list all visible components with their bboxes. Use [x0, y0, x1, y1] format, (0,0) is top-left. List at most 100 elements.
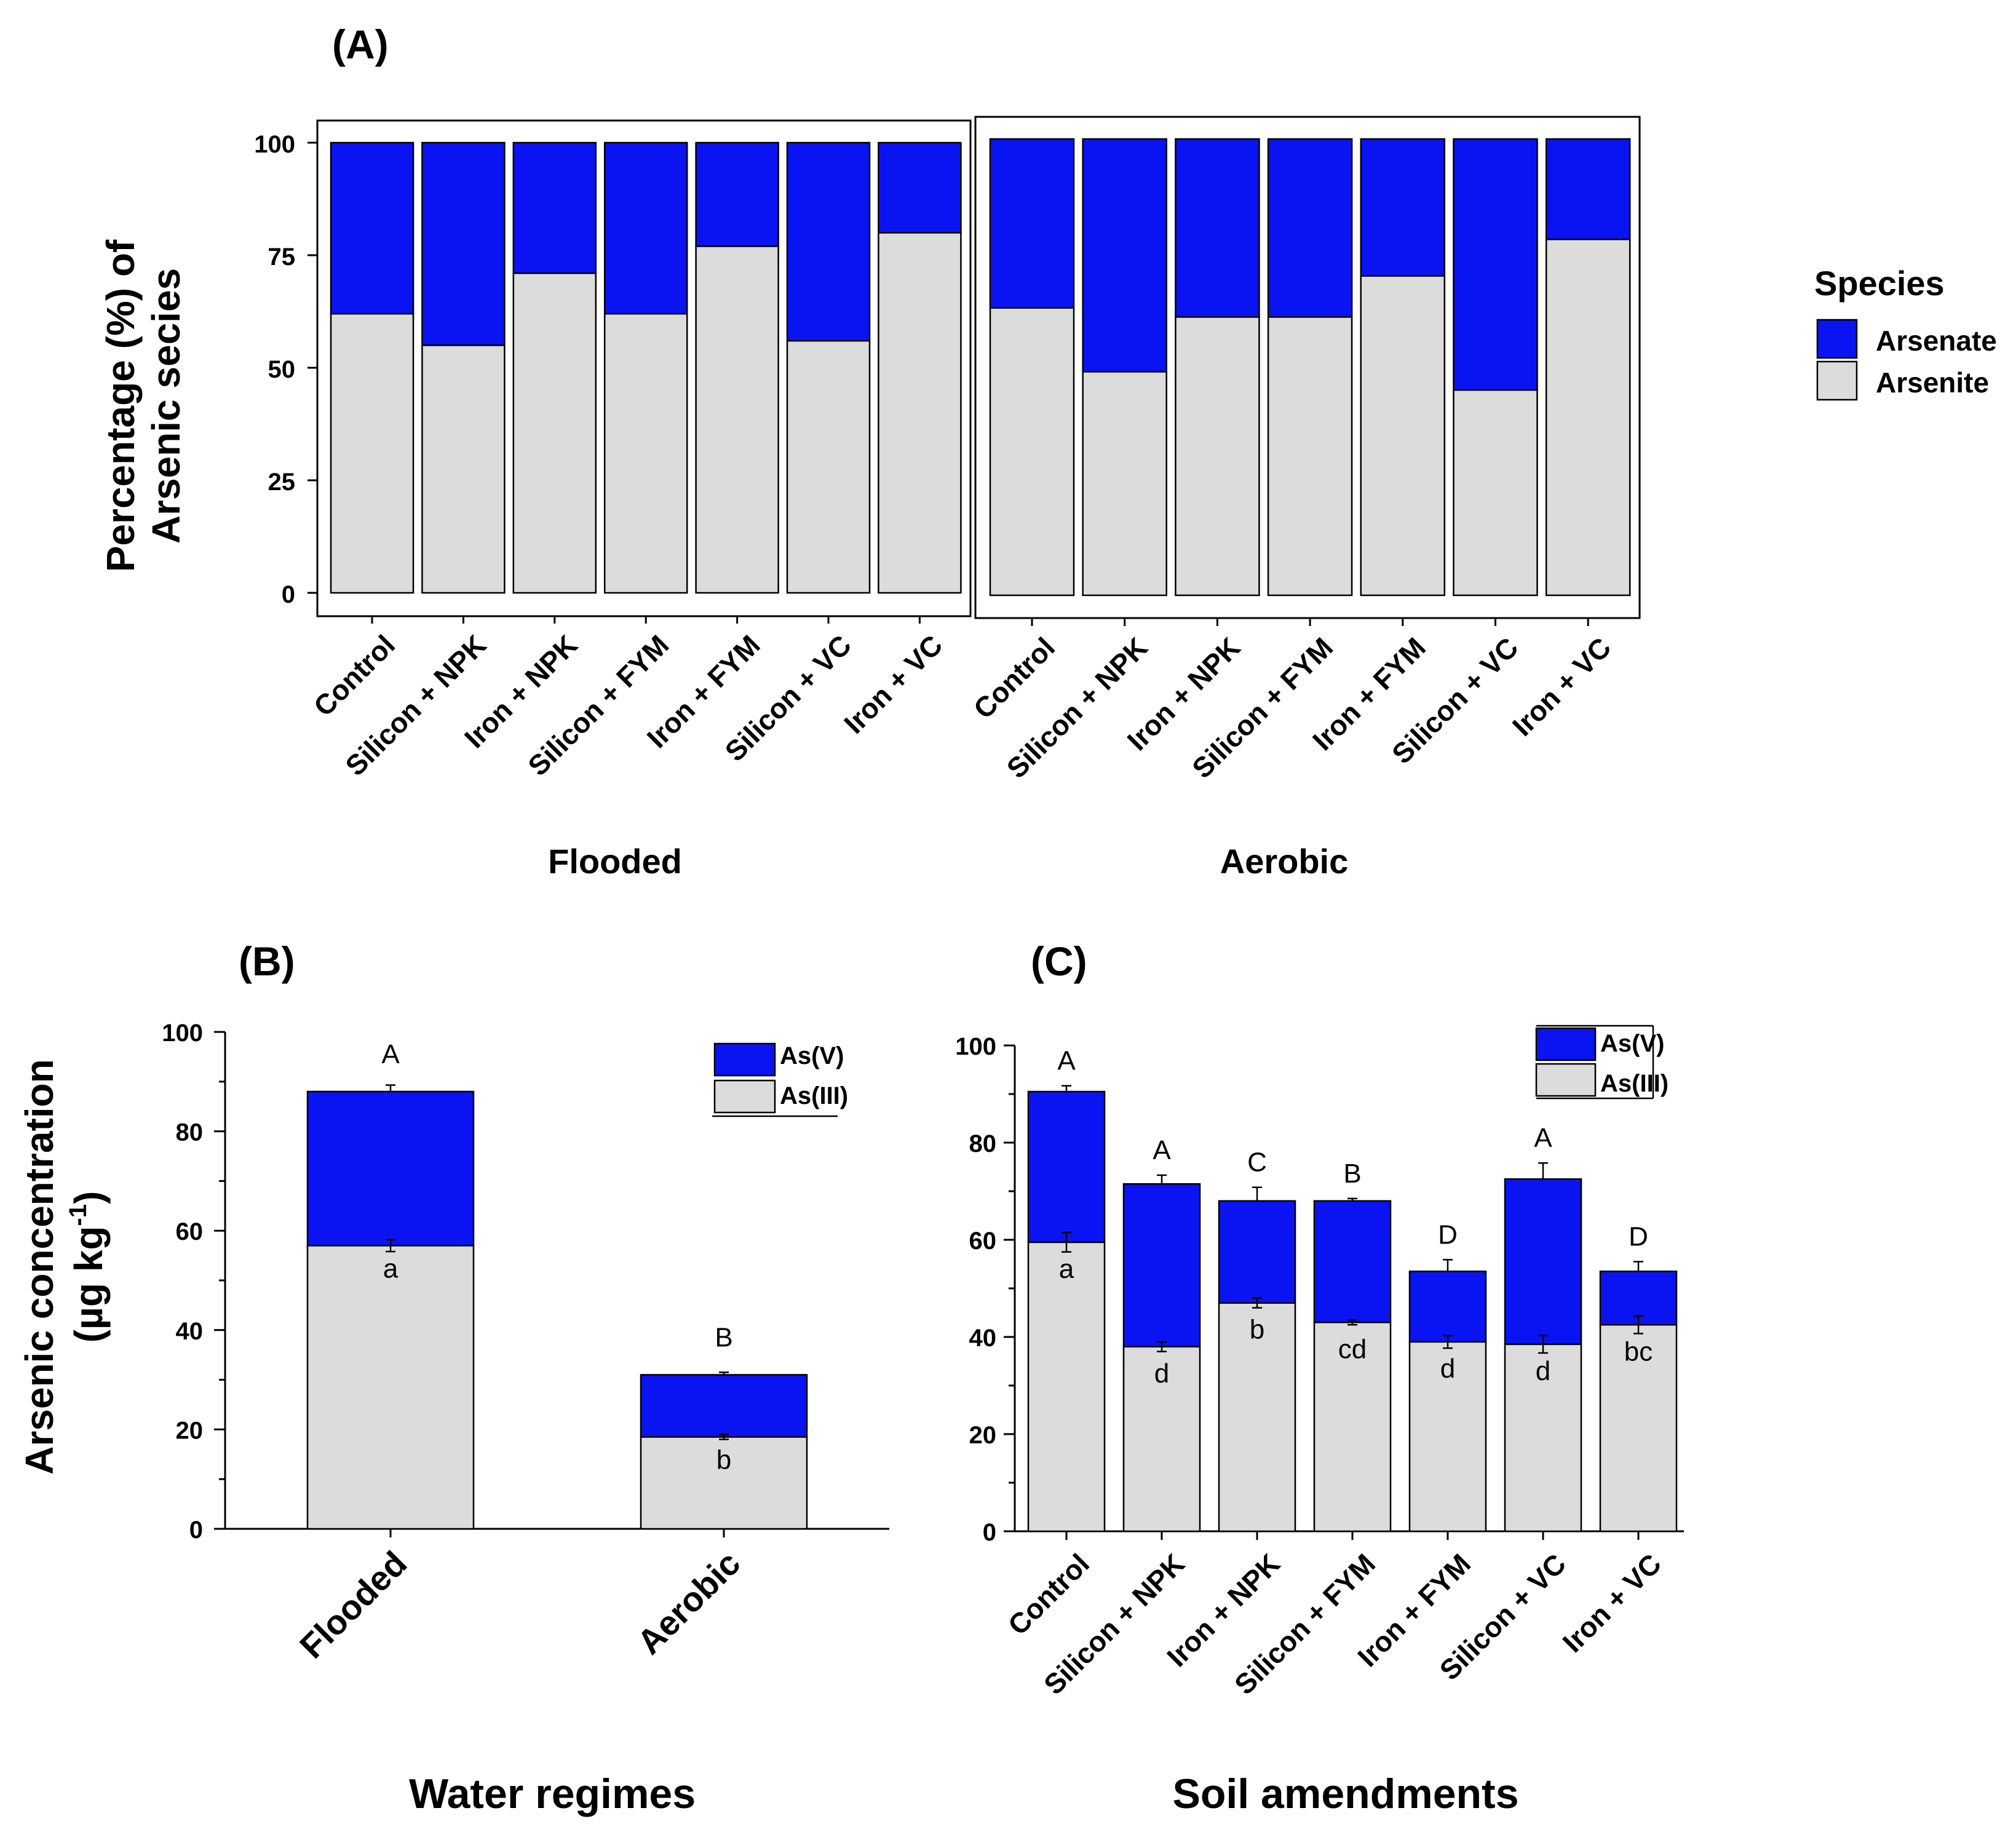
- panel-c-letter-total-iron-npk: C: [1247, 1148, 1267, 1178]
- panel-a-legend: Species Arsenate Arsenite: [1814, 264, 1997, 401]
- panel-b-letter-total-aerobic: B: [715, 1323, 732, 1353]
- b-legend-swatch-asiii: [713, 1079, 776, 1114]
- panel-c-letter-asiii-iron-npk: b: [1250, 1315, 1264, 1345]
- panel-c-label: (C): [1031, 938, 1087, 984]
- panel-c-letter-asiii-iron-vc: bc: [1624, 1336, 1653, 1366]
- panel-a-label: (A): [332, 22, 389, 67]
- panel-c-bar-asv-iron-fym: [1408, 1271, 1487, 1343]
- panel-a-facet-aerobic: Aerobic: [1220, 842, 1349, 881]
- panel-a-flooded-bar-arsenate-silicon-npk: [421, 141, 506, 346]
- panel-b: (B) Arsenic concentration (µg kg-1) 0 20 4…: [17, 938, 889, 1817]
- panel-b-letter-asiii-aerobic: b: [716, 1445, 731, 1475]
- panel-a-aerobic-bar-arsenate-iron-fym: [1360, 138, 1446, 277]
- panel-a-bars: [330, 138, 1631, 597]
- legend-swatch-arsenate: [1816, 319, 1858, 359]
- panel-c-letter-total-iron-fym: D: [1438, 1219, 1458, 1250]
- panel-b-bars: a Ab B: [306, 1039, 808, 1530]
- panel-a-xtick-label-aerobic-iron-vc: Iron + VC: [1506, 631, 1617, 742]
- panel-b-ytick-label-60: 60: [176, 1218, 204, 1245]
- panel-a-flooded-bar-arsenite-silicon-npk: [421, 344, 506, 594]
- panel-a-aerobic-bar-arsenite-silicon-npk: [1082, 371, 1167, 597]
- panel-a-aerobic-bar-arsenate-control: [989, 138, 1075, 309]
- panel-a-flooded-bar-arsenate-control: [330, 141, 415, 315]
- panel-b-label: (B): [239, 938, 295, 984]
- panel-b-ylabel-line1: Arsenic concentration: [17, 1059, 62, 1475]
- panel-c-letter-asiii-silicon-fym: cd: [1338, 1334, 1367, 1364]
- panel-a-xtick-label-aerobic-control: Control: [967, 631, 1061, 724]
- panel-a-flooded-bar-arsenate-iron-npk: [512, 141, 597, 274]
- panel-c-bar-asiii-iron-vc: [1599, 1324, 1678, 1533]
- panel-c-bar-asiii-iron-npk: [1218, 1302, 1296, 1533]
- panel-c: (C) 0 20 40 60 80 100 a Ad Ab Ccd Bd Dd Abc D Contro…: [955, 938, 1684, 1817]
- panel-c-bar-asv-silicon-fym: [1313, 1200, 1392, 1323]
- panel-a-flooded-bar-arsenite-control: [330, 312, 415, 594]
- panel-a-ytick-label-100: 100: [254, 131, 295, 158]
- panel-a-flooded-bar-arsenate-silicon-fym: [603, 141, 688, 315]
- panel-b-ylabel-sup: -1: [65, 1204, 92, 1226]
- b-legend-label-asv: As(V): [780, 1042, 844, 1069]
- panel-a-aerobic-bar-arsenite-silicon-vc: [1453, 389, 1538, 597]
- panel-a-aerobic-bar-arsenate-silicon-vc: [1453, 138, 1538, 391]
- panel-c-ytick-label-0: 0: [983, 1519, 996, 1546]
- panel-b-xlabel: Water regimes: [409, 1771, 696, 1817]
- panel-b-legend: As(V) As(III): [712, 1042, 848, 1117]
- panel-a: (A) Percentage (%) of Arsenic secies 0 25…: [98, 22, 1997, 881]
- panel-b-xtick-label-aerobic: Aerobic: [630, 1544, 748, 1662]
- panel-a-aerobic-bar-arsenate-silicon-npk: [1082, 138, 1167, 373]
- panel-a-ytick-label-0: 0: [282, 581, 295, 608]
- panel-c-letter-asiii-silicon-npk: d: [1154, 1358, 1169, 1389]
- panel-c-xtick-label-control: Control: [1002, 1547, 1095, 1641]
- panel-a-aerobic-bar-arsenite-iron-fym: [1360, 275, 1446, 597]
- panel-b-bar-asv-flooded: [306, 1090, 475, 1247]
- panel-a-flooded-bar-arsenate-iron-vc: [878, 141, 962, 234]
- panel-c-bar-asiii-iron-fym: [1408, 1341, 1487, 1533]
- panel-c-letter-total-silicon-vc: A: [1534, 1123, 1552, 1153]
- panel-a-aerobic-bar-arsenate-iron-npk: [1175, 138, 1260, 318]
- panel-a-ylabel-line1: Percentage (%) of: [98, 239, 143, 572]
- panel-a-aerobic-bar-arsenate-silicon-fym: [1267, 138, 1353, 318]
- panel-c-letter-asiii-iron-fym: d: [1440, 1354, 1455, 1384]
- panel-a-flooded-bar-arsenate-silicon-vc: [786, 141, 871, 342]
- panel-a-flooded-bar-arsenite-iron-fym: [695, 245, 779, 594]
- panel-c-bar-asiii-silicon-npk: [1122, 1346, 1201, 1533]
- panel-a-y-axis: 0 25 50 75 100: [254, 131, 317, 608]
- panel-a-flooded-bar-arsenite-iron-npk: [512, 272, 597, 594]
- panel-a-flooded-bar-arsenate-iron-fym: [695, 141, 779, 247]
- panel-c-ytick-label-20: 20: [969, 1422, 997, 1449]
- panel-c-legend: As(V) As(III): [1535, 1025, 1669, 1100]
- panel-b-ylabel-unit: (µg kg: [66, 1226, 111, 1343]
- panel-a-flooded-bar-arsenite-silicon-vc: [786, 339, 871, 594]
- panel-c-letter-asiii-silicon-vc: d: [1536, 1356, 1550, 1386]
- panel-c-letter-total-silicon-npk: A: [1153, 1135, 1171, 1165]
- panel-c-bars: a Ad Ab Ccd Bd Dd Abc D: [1027, 1046, 1678, 1533]
- panel-c-bar-asv-silicon-npk: [1122, 1183, 1201, 1348]
- panel-c-letter-total-silicon-fym: B: [1343, 1159, 1361, 1189]
- panel-b-letter-asiii-flooded: a: [383, 1253, 399, 1283]
- panel-b-x-labels: Flooded Aerobic: [292, 1529, 748, 1665]
- panel-c-xlabel: Soil amendments: [1172, 1771, 1518, 1817]
- legend-swatch-arsenite: [1816, 360, 1858, 401]
- panel-a-ylabel-line2: Arsenic secies: [144, 268, 188, 544]
- panel-a-facet-flooded: Flooded: [548, 842, 682, 881]
- panel-a-flooded-bar-arsenite-silicon-fym: [603, 312, 688, 594]
- panel-a-ytick-label-25: 25: [268, 469, 296, 496]
- panel-c-ytick-label-80: 80: [969, 1130, 997, 1157]
- panel-b-bar-asiii-flooded: [306, 1245, 475, 1530]
- panel-a-ytick-label-50: 50: [268, 356, 296, 383]
- panel-b-ytick-label-80: 80: [176, 1119, 204, 1146]
- b-legend-swatch-asv: [713, 1042, 776, 1077]
- panel-b-ytick-label-40: 40: [176, 1318, 204, 1345]
- panel-a-aerobic-bar-arsenite-iron-npk: [1175, 316, 1260, 597]
- panel-a-aerobic-bar-arsenite-silicon-fym: [1267, 316, 1353, 597]
- panel-a-ytick-label-75: 75: [268, 244, 296, 271]
- panel-b-bar-asv-aerobic: [640, 1374, 808, 1438]
- panel-c-bar-asv-silicon-vc: [1504, 1178, 1582, 1346]
- panel-b-ytick-label-20: 20: [176, 1417, 204, 1444]
- panel-c-ytick-label-60: 60: [969, 1227, 997, 1255]
- panel-c-xtick-label-iron-vc: Iron + VC: [1557, 1547, 1667, 1658]
- c-legend-swatch-asv: [1535, 1027, 1597, 1061]
- panel-c-bar-asv-iron-npk: [1218, 1200, 1296, 1304]
